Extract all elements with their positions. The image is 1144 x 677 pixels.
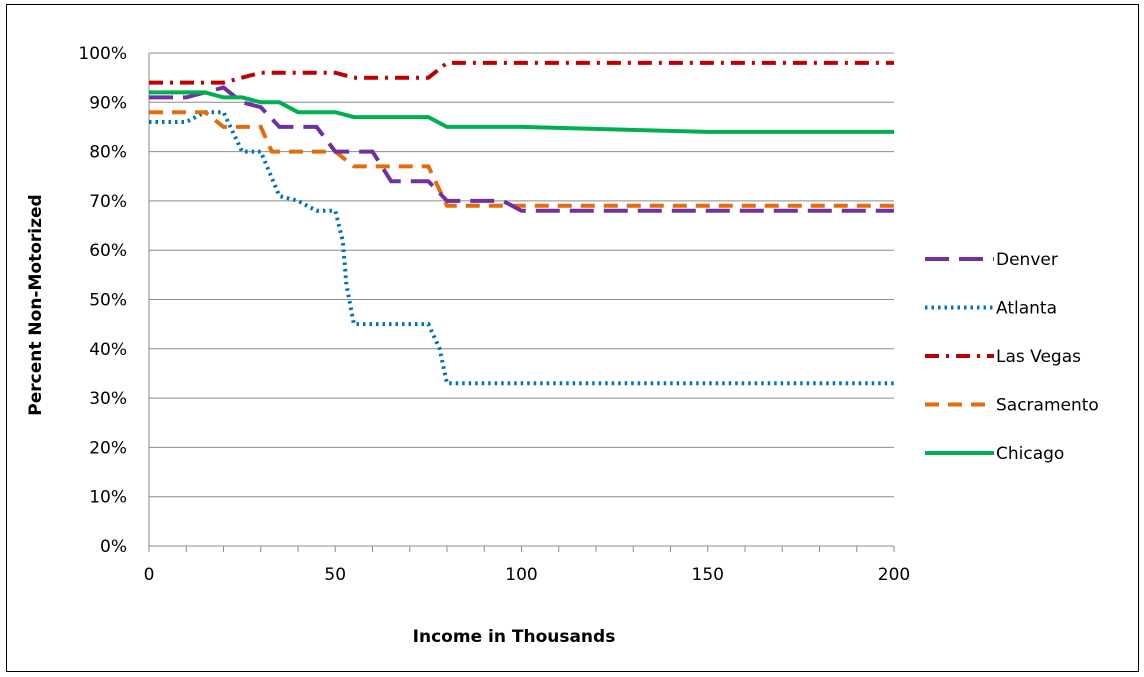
x-axis-title: Income in Thousands [413,627,616,647]
legend: Denver Atlanta Las Vegas Sacramento Chicago [925,250,1099,464]
x-tick-label: 200 [878,565,910,585]
x-tick-label: 0 [144,565,155,585]
legend-label: Atlanta [996,299,1057,319]
series-lines [149,60,894,386]
y-tick-label: 10% [89,488,127,508]
x-tick-label: 100 [505,565,537,585]
y-axis-title: Percent Non-Motorized [26,194,46,415]
y-tick-label: 60% [89,241,127,261]
legend-label: Sacramento [996,396,1099,416]
series-line-chicago [149,90,894,134]
y-tick-label: 20% [89,438,127,458]
y-tick-label: 30% [89,389,127,409]
y-tick-label: 40% [89,340,127,360]
y-tick-label: 0% [100,537,127,557]
legend-label: Las Vegas [996,347,1081,367]
line-chart: 0% 10% 20% 30% 40% 50% 60% 70% 80% 90% 100% 0 50 100 1… [26,44,1099,647]
gridlines [149,52,894,498]
x-tick-label: 50 [324,565,346,585]
legend-label: Denver [996,250,1058,270]
y-tick-label: 50% [89,291,127,311]
series-line-sacramento [149,110,894,208]
series-line-denver [149,85,894,213]
y-tick-label: 100% [78,44,127,64]
y-tick-label: 90% [89,93,127,113]
chart-frame: 0% 10% 20% 30% 40% 50% 60% 70% 80% 90% 100% 0 50 100 1… [6,4,1139,672]
y-tick-label: 80% [89,143,127,163]
legend-label: Chicago [996,444,1064,464]
axes: 0% 10% 20% 30% 40% 50% 60% 70% 80% 90% 100% 0 50 100 1… [78,44,910,585]
x-tick-label: 150 [692,565,724,585]
series-line-atlanta [149,110,894,386]
y-tick-label: 70% [89,192,127,212]
series-line-las-vegas [149,60,894,85]
